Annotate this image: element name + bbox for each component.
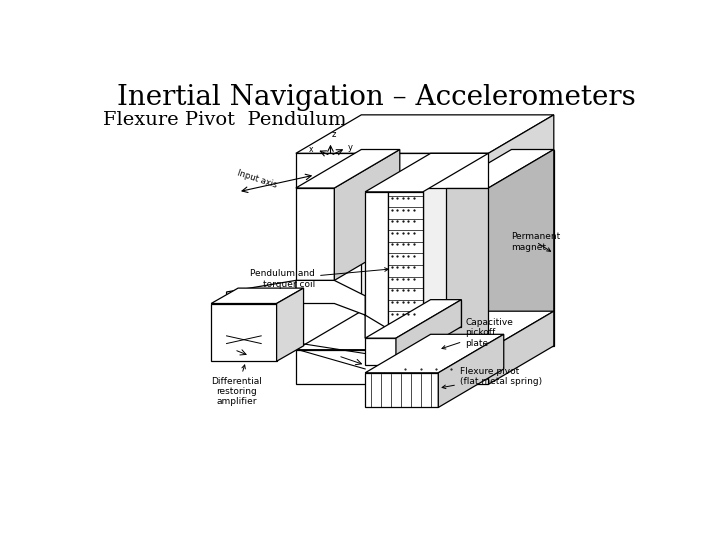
Polygon shape bbox=[446, 150, 554, 188]
Polygon shape bbox=[365, 153, 488, 192]
Polygon shape bbox=[365, 192, 388, 338]
Text: Flexure Pivot  Pendulum: Flexure Pivot Pendulum bbox=[104, 111, 347, 129]
Polygon shape bbox=[361, 150, 554, 346]
Polygon shape bbox=[365, 338, 396, 365]
Text: Inertial Navigation – Accelerometers: Inertial Navigation – Accelerometers bbox=[117, 84, 636, 111]
Polygon shape bbox=[388, 192, 423, 338]
Polygon shape bbox=[296, 280, 384, 338]
Text: x: x bbox=[309, 145, 314, 154]
Polygon shape bbox=[431, 300, 462, 327]
Polygon shape bbox=[227, 280, 296, 315]
Polygon shape bbox=[334, 150, 400, 280]
Polygon shape bbox=[365, 373, 438, 408]
Polygon shape bbox=[296, 188, 334, 280]
Polygon shape bbox=[296, 115, 554, 153]
Polygon shape bbox=[276, 288, 304, 361]
Polygon shape bbox=[296, 153, 488, 188]
Polygon shape bbox=[296, 311, 554, 350]
Polygon shape bbox=[488, 115, 554, 188]
Polygon shape bbox=[488, 150, 554, 350]
Polygon shape bbox=[365, 300, 462, 338]
Polygon shape bbox=[211, 288, 304, 303]
Text: Pendulum and
torquer coil: Pendulum and torquer coil bbox=[251, 268, 388, 288]
Text: Flexure pivot
(flat metal spring): Flexure pivot (flat metal spring) bbox=[442, 367, 542, 389]
Polygon shape bbox=[211, 303, 276, 361]
Polygon shape bbox=[396, 300, 462, 365]
Polygon shape bbox=[365, 334, 504, 373]
Text: Capacitive
pickoff
plate: Capacitive pickoff plate bbox=[442, 318, 513, 349]
Text: Input axis: Input axis bbox=[236, 168, 279, 190]
Polygon shape bbox=[438, 334, 504, 408]
Polygon shape bbox=[296, 350, 488, 384]
Text: z: z bbox=[332, 130, 336, 139]
Text: Permanent
magnet: Permanent magnet bbox=[511, 232, 561, 252]
Text: Differential
restoring
amplifier: Differential restoring amplifier bbox=[211, 365, 262, 407]
Polygon shape bbox=[446, 188, 488, 350]
Polygon shape bbox=[488, 311, 554, 384]
Polygon shape bbox=[296, 150, 400, 188]
Text: y: y bbox=[348, 144, 354, 152]
